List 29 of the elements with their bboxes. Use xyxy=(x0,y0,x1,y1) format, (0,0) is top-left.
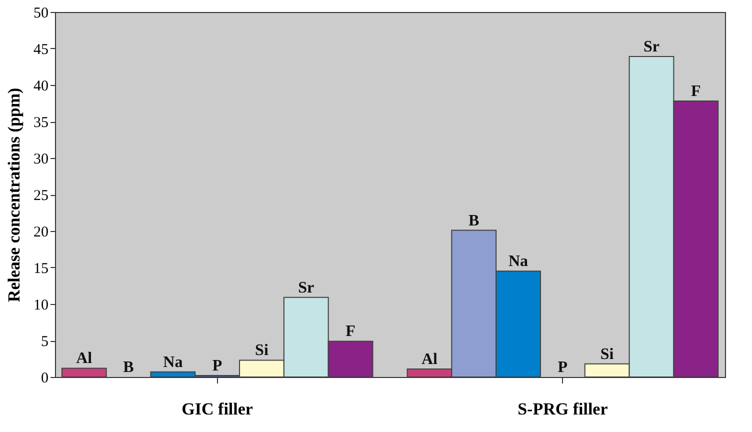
text: Al xyxy=(421,350,438,368)
series-label: F xyxy=(346,323,356,340)
y-tick-label: 10 xyxy=(34,298,48,314)
x-tick-label: GIC filler xyxy=(182,400,254,418)
text: Si xyxy=(600,346,614,363)
series-label: Na xyxy=(163,354,183,371)
text: F xyxy=(691,83,701,100)
series-label: P xyxy=(212,358,222,375)
y-tick-label: 0 xyxy=(41,370,48,386)
series-label: B xyxy=(468,212,480,230)
y-tick-label: 25 xyxy=(34,188,48,204)
y-tick-label: 40 xyxy=(34,78,48,94)
y-tick-label: 5 xyxy=(41,334,48,350)
series-label: Si xyxy=(255,342,269,360)
y-axis-title: Release concentrations (ppm) xyxy=(4,88,24,302)
y-tick-label: 15 xyxy=(34,261,48,277)
text: Na xyxy=(508,253,528,270)
text: P xyxy=(558,359,568,376)
y-tick-label: 35 xyxy=(34,115,48,131)
text: Sr xyxy=(643,38,660,56)
x-tick-label: S-PRG filler xyxy=(518,400,608,418)
text: B xyxy=(123,359,134,376)
series-label: Al xyxy=(76,350,93,368)
y-tick-label: 30 xyxy=(34,152,48,168)
y-tick-label: 50 xyxy=(34,6,48,22)
y-tick-label: 45 xyxy=(34,42,48,58)
y-tick-label: 20 xyxy=(34,224,48,240)
series-label: Sr xyxy=(298,279,314,296)
bar xyxy=(61,368,107,378)
